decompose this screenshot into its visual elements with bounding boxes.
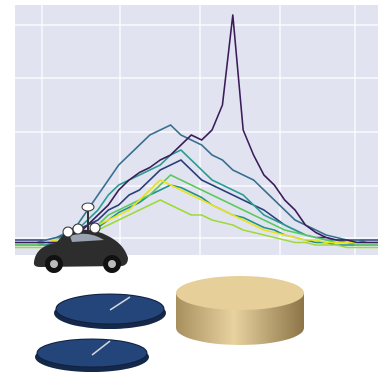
disc-icon — [54, 293, 166, 329]
disc-icon — [35, 338, 149, 372]
plot-background — [15, 5, 378, 255]
cylinder-icon — [176, 276, 304, 345]
car-icon — [33, 202, 128, 273]
